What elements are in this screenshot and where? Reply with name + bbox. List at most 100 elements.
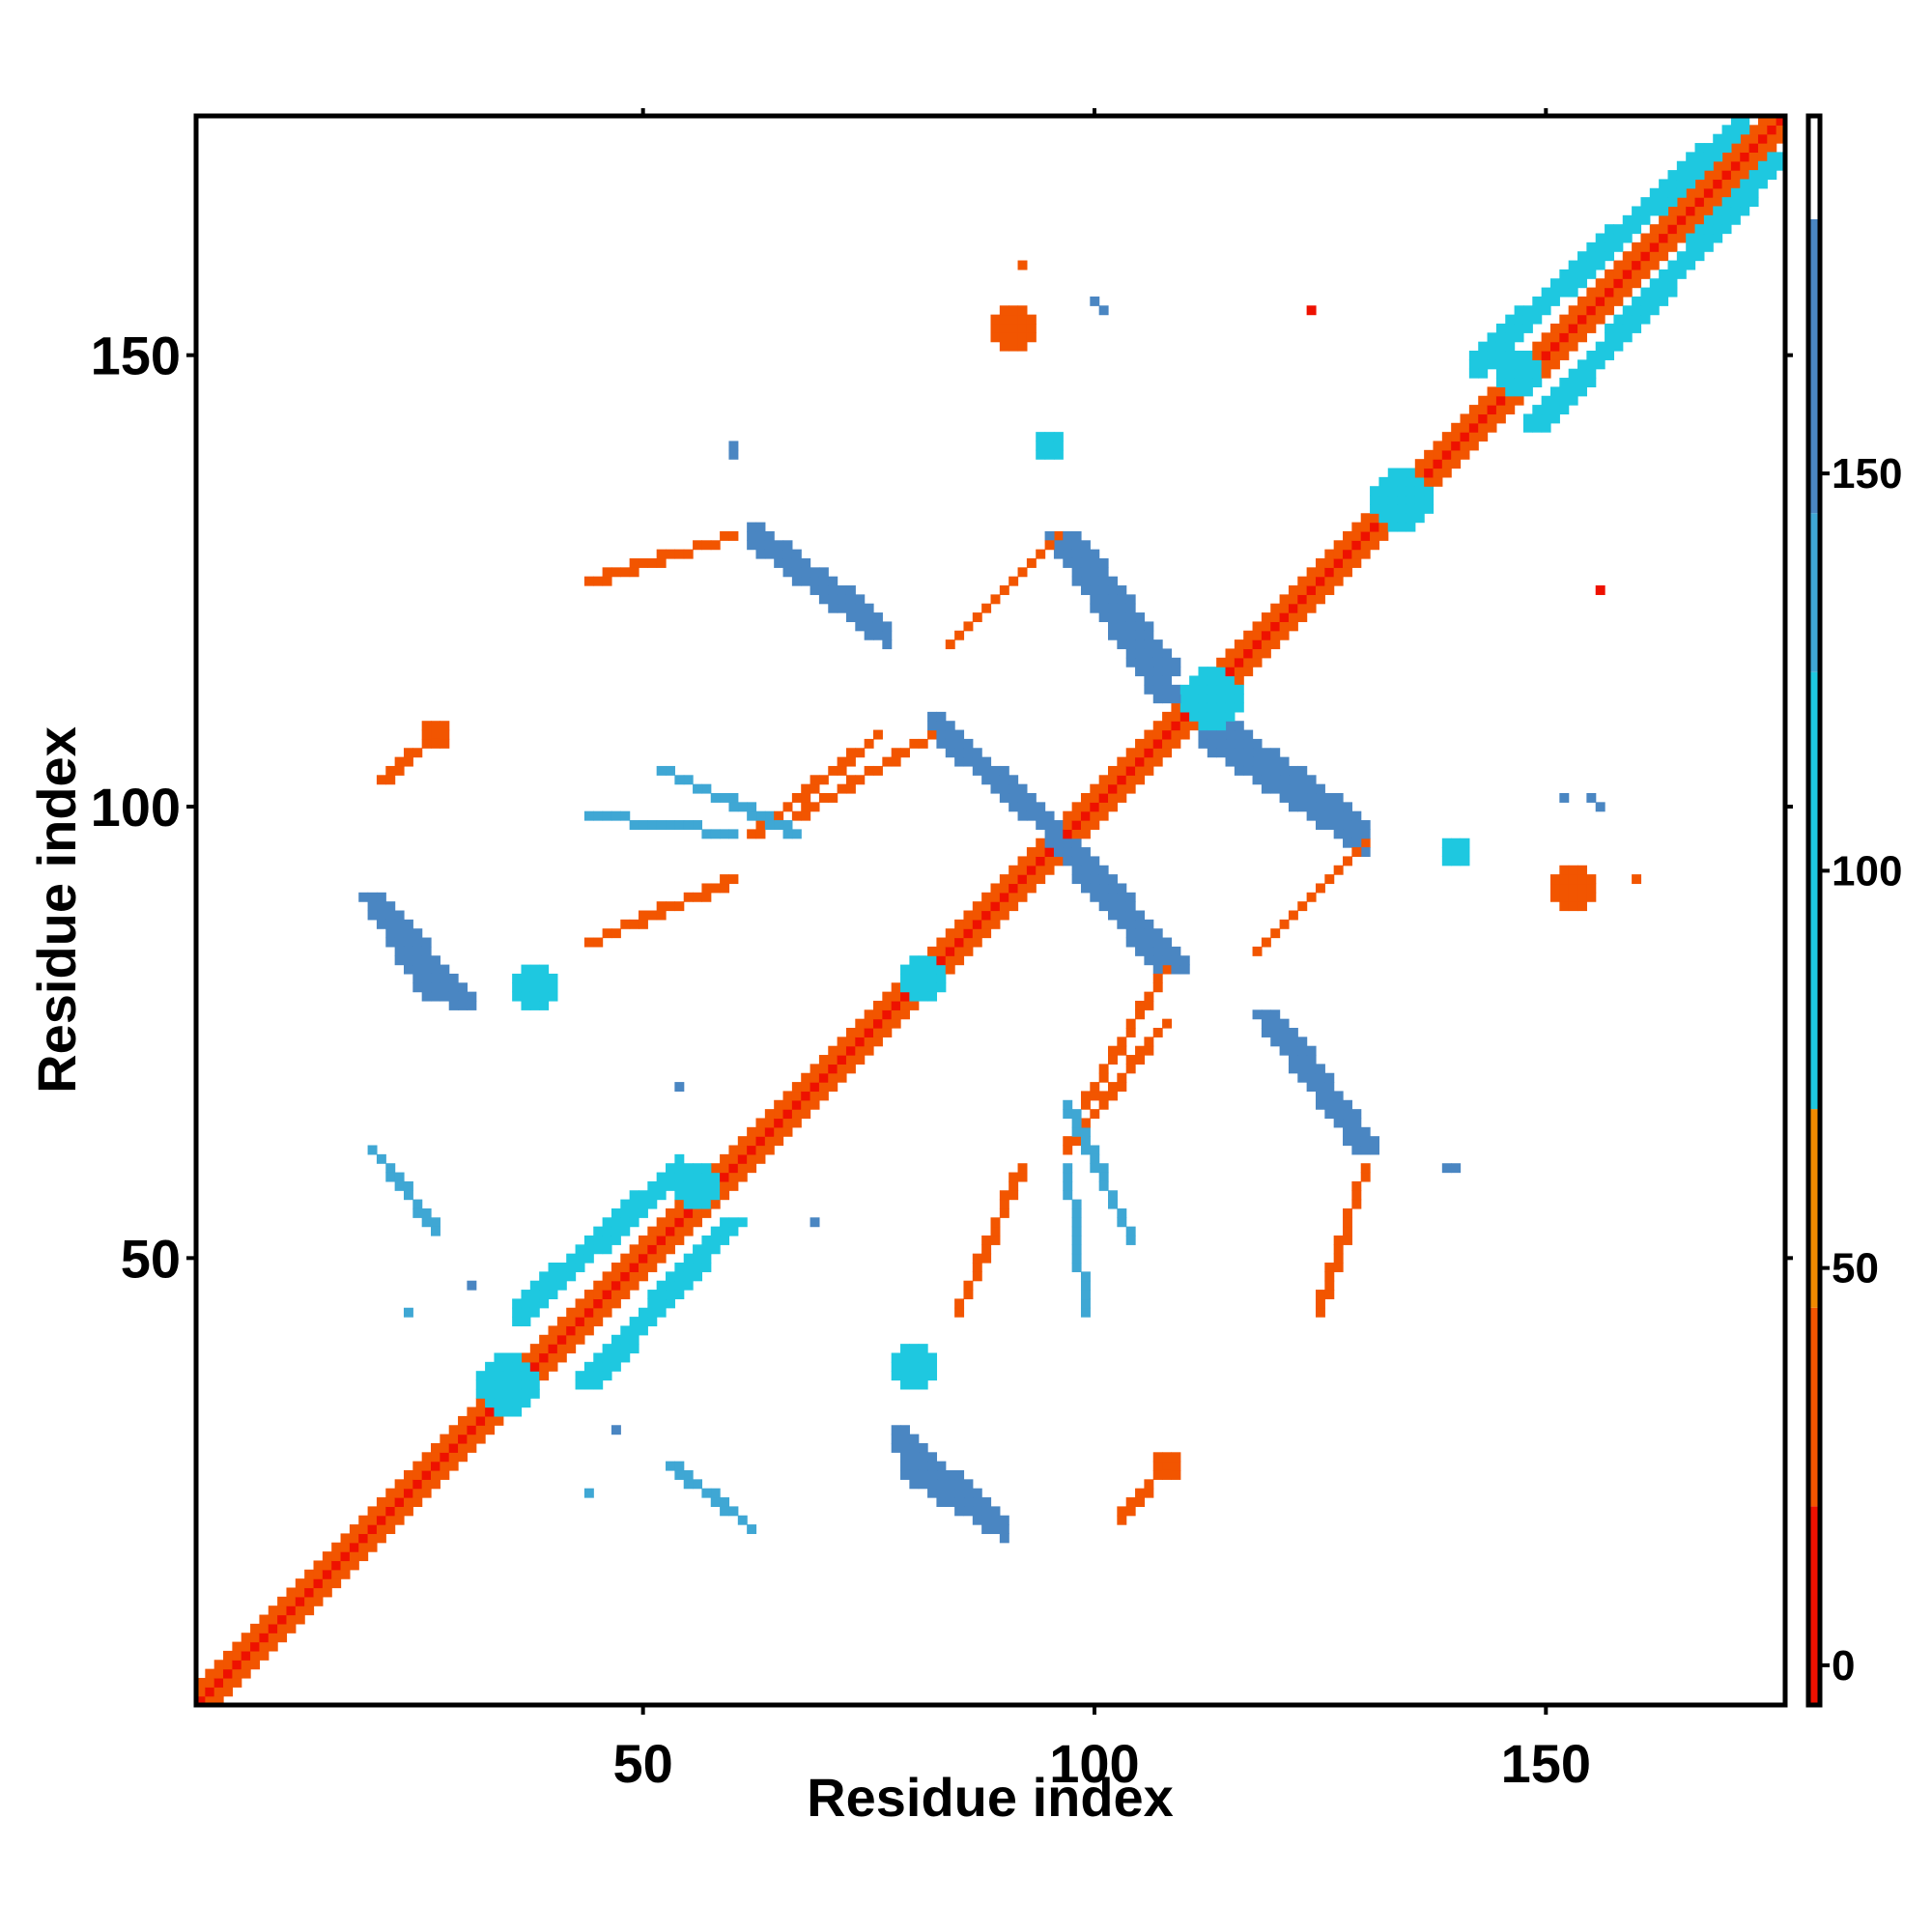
heatmap-cell bbox=[412, 1208, 423, 1218]
heatmap-cell bbox=[999, 332, 1009, 343]
heatmap-cell bbox=[1080, 1280, 1091, 1291]
heatmap-cell bbox=[1351, 522, 1362, 532]
heatmap-cell bbox=[1686, 170, 1696, 181]
heatmap-cell bbox=[981, 1515, 992, 1525]
heatmap-cell bbox=[412, 1497, 423, 1507]
heatmap-cell bbox=[593, 1244, 604, 1255]
heatmap-cell bbox=[196, 1695, 206, 1706]
heatmap-cell bbox=[710, 1190, 721, 1201]
heatmap-cell bbox=[1757, 143, 1768, 153]
heatmap-cell bbox=[1306, 1045, 1317, 1056]
heatmap-cell bbox=[1125, 756, 1136, 767]
heatmap-cell bbox=[1071, 567, 1082, 578]
heatmap-cell bbox=[945, 639, 955, 650]
heatmap-cell bbox=[1406, 495, 1416, 505]
heatmap-cell bbox=[583, 1325, 594, 1336]
heatmap-cell bbox=[801, 1082, 811, 1093]
heatmap-cell bbox=[340, 1569, 351, 1579]
heatmap-cell bbox=[918, 1442, 928, 1453]
heatmap-cell bbox=[1207, 711, 1217, 722]
heatmap-cell bbox=[666, 1461, 675, 1471]
heatmap-cell bbox=[954, 1469, 965, 1480]
heatmap-cell bbox=[701, 783, 712, 794]
heatmap-cell bbox=[394, 1479, 405, 1490]
heatmap-cell bbox=[1135, 937, 1145, 948]
heatmap-cell bbox=[1063, 1180, 1073, 1191]
heatmap-cell bbox=[1171, 721, 1181, 731]
heatmap-cell bbox=[1605, 323, 1615, 333]
heatmap-cell bbox=[1098, 810, 1109, 821]
heatmap-cell bbox=[475, 1415, 486, 1426]
heatmap-cell bbox=[674, 549, 685, 559]
heatmap-cell bbox=[485, 1371, 496, 1381]
heatmap-cell bbox=[791, 810, 802, 821]
heatmap-cell bbox=[900, 1452, 910, 1463]
heatmap-cell bbox=[1595, 351, 1605, 360]
heatmap-cell bbox=[693, 1244, 703, 1255]
heatmap-cell bbox=[954, 729, 965, 740]
heatmap-cell bbox=[1152, 694, 1163, 704]
heatmap-cell bbox=[1605, 305, 1615, 316]
heatmap-cell bbox=[385, 910, 396, 921]
heatmap-cell bbox=[502, 1398, 513, 1408]
heatmap-cell bbox=[1306, 603, 1317, 613]
heatmap-cell bbox=[927, 1352, 938, 1363]
heatmap-cell bbox=[845, 585, 856, 595]
heatmap-cell bbox=[990, 901, 1001, 912]
heatmap-cell bbox=[801, 1109, 811, 1120]
heatmap-cell bbox=[1198, 694, 1208, 704]
heatmap-cell bbox=[1044, 820, 1055, 830]
heatmap-cell bbox=[945, 1479, 955, 1490]
heatmap-cell bbox=[999, 892, 1009, 902]
heatmap-cell bbox=[1117, 756, 1127, 767]
heatmap-cell bbox=[810, 1099, 820, 1110]
heatmap-cell bbox=[1135, 621, 1145, 632]
heatmap-cell bbox=[720, 1180, 730, 1191]
heatmap-cell bbox=[1767, 143, 1777, 153]
heatmap-cell bbox=[666, 1290, 675, 1300]
heatmap-cell bbox=[810, 585, 820, 595]
heatmap-cell bbox=[213, 1687, 224, 1697]
heatmap-cell bbox=[556, 1344, 567, 1354]
heatmap-cell bbox=[1495, 378, 1506, 387]
heatmap-cell bbox=[927, 1371, 938, 1381]
y-tick-label: 100 bbox=[91, 777, 181, 838]
heatmap-cell bbox=[548, 1352, 558, 1363]
heatmap-cell bbox=[1270, 748, 1281, 758]
heatmap-cell bbox=[403, 964, 413, 975]
heatmap-cell bbox=[701, 540, 712, 551]
heatmap-cell bbox=[1595, 359, 1605, 370]
heatmap-cell bbox=[403, 1190, 413, 1201]
heatmap-cell bbox=[782, 829, 793, 839]
heatmap-cell bbox=[1125, 748, 1136, 758]
heatmap-cell bbox=[1333, 1263, 1344, 1272]
heatmap-cell bbox=[1090, 585, 1100, 595]
heatmap-cell bbox=[1659, 251, 1669, 262]
heatmap-cell bbox=[512, 973, 523, 983]
heatmap-cell bbox=[656, 1190, 667, 1201]
heatmap-cell bbox=[1406, 513, 1416, 524]
heatmap-cell bbox=[1288, 594, 1298, 605]
heatmap-cell bbox=[1162, 1461, 1173, 1471]
heatmap-cell bbox=[521, 1352, 531, 1363]
heatmap-cell bbox=[1279, 919, 1290, 929]
heatmap-cell bbox=[1740, 179, 1750, 189]
heatmap-cell bbox=[412, 973, 423, 983]
heatmap-cell bbox=[521, 1361, 531, 1372]
heatmap-cell bbox=[1360, 820, 1371, 830]
heatmap-cell bbox=[720, 530, 730, 541]
heatmap-cell bbox=[1387, 476, 1398, 487]
heatmap-cell bbox=[1171, 738, 1181, 749]
heatmap-cell bbox=[1117, 621, 1127, 632]
heatmap-cell bbox=[1713, 133, 1723, 144]
heatmap-cell bbox=[1360, 549, 1371, 559]
heatmap-cell bbox=[710, 1180, 721, 1191]
heatmap-cell bbox=[448, 1461, 459, 1471]
heatmap-cell bbox=[900, 1425, 910, 1435]
heatmap-cell bbox=[1659, 179, 1669, 189]
heatmap-cell bbox=[728, 874, 739, 885]
heatmap-cell bbox=[927, 1488, 938, 1498]
heatmap-cell bbox=[1532, 413, 1543, 424]
heatmap-cell bbox=[1063, 1163, 1073, 1174]
heatmap-cell bbox=[1108, 802, 1118, 812]
